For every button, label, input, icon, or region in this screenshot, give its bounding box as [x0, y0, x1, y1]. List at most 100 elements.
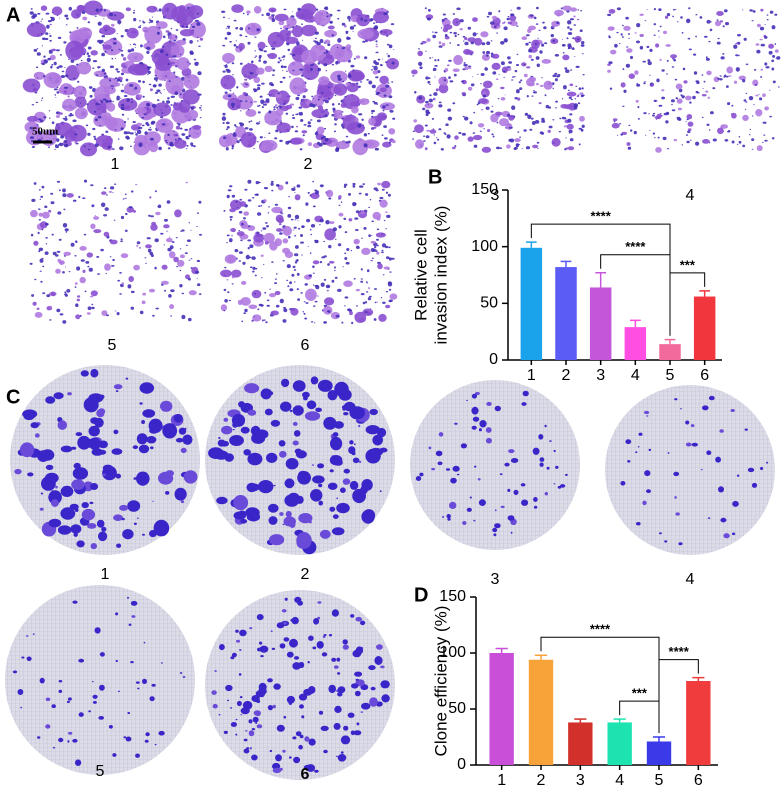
cell: [681, 144, 683, 146]
cell: [541, 119, 546, 123]
cell: [129, 145, 132, 147]
cell: [218, 134, 233, 148]
cell: [264, 222, 268, 224]
cell: [368, 234, 371, 238]
colony: [477, 478, 481, 481]
cell: [252, 270, 255, 273]
cell: [239, 62, 243, 65]
cell: [312, 205, 316, 208]
image-bg: [605, 5, 782, 153]
cell: [91, 303, 94, 306]
cell: [51, 121, 55, 124]
cell: [365, 140, 375, 147]
cell: [67, 95, 70, 98]
bar: [659, 344, 681, 360]
cell: [374, 301, 377, 304]
cell: [188, 290, 197, 296]
cell: [381, 188, 385, 191]
cell: [567, 89, 570, 92]
colony: [286, 651, 294, 658]
image-caption: 1: [111, 156, 120, 173]
cell: [437, 138, 440, 141]
cell: [49, 33, 51, 35]
cell: [581, 53, 584, 55]
cell: [432, 56, 434, 58]
cell: [51, 48, 57, 52]
cell: [238, 229, 240, 232]
colony: [685, 442, 692, 447]
scale-bar-label: 50um: [32, 126, 58, 138]
cell: [580, 128, 584, 132]
colony: [90, 543, 98, 550]
colony: [340, 487, 346, 494]
cell: [334, 123, 337, 126]
cell: [91, 204, 95, 208]
cell: [364, 56, 368, 60]
cell: [226, 234, 230, 237]
cell: [338, 212, 344, 217]
cell: [267, 54, 269, 56]
cell: [225, 121, 230, 125]
cell: [580, 44, 585, 47]
colony: [243, 449, 251, 456]
cell: [248, 27, 250, 30]
cell: [269, 241, 278, 251]
cell: [491, 62, 501, 70]
cell: [446, 64, 450, 67]
cell: [58, 238, 62, 241]
cell: [645, 134, 647, 136]
cell: [226, 25, 231, 28]
cell: [179, 29, 195, 37]
cell: [352, 182, 356, 186]
cell: [195, 270, 200, 274]
colony: [419, 472, 424, 477]
colony: [21, 656, 25, 659]
colony: [486, 401, 492, 406]
colony: [471, 393, 477, 399]
cell: [261, 319, 264, 322]
colony: [356, 722, 360, 726]
colony: [335, 755, 338, 757]
cell: [286, 264, 291, 269]
colony: [304, 736, 310, 742]
cell: [379, 196, 384, 200]
cell: [188, 317, 192, 322]
cell: [362, 308, 374, 316]
colony: [221, 425, 233, 435]
colony: [178, 427, 187, 435]
cell: [232, 133, 237, 137]
colony: [45, 724, 51, 729]
cell: [164, 289, 166, 292]
colony: [643, 410, 650, 415]
cell: [346, 82, 359, 93]
cell: [626, 48, 633, 53]
colony: [256, 699, 261, 704]
cell: [179, 127, 183, 130]
cell: [647, 61, 652, 66]
cell: [375, 232, 386, 238]
cell: [390, 23, 395, 26]
cell: [173, 133, 178, 137]
colony: [17, 689, 24, 695]
cell: [146, 50, 150, 55]
colony: [211, 690, 217, 695]
cell: [312, 98, 314, 99]
colony: [94, 627, 101, 634]
cell: [724, 139, 729, 142]
cell: [759, 97, 763, 101]
cell: [236, 231, 245, 237]
colony: [127, 712, 131, 714]
cell: [643, 82, 646, 85]
cell: [358, 192, 362, 195]
cell: [435, 88, 439, 92]
cell: [685, 134, 689, 136]
cell: [171, 241, 175, 243]
colony: [246, 482, 258, 493]
cell: [491, 133, 494, 136]
cell: [281, 213, 284, 215]
cell: [80, 59, 83, 62]
cell: [713, 76, 720, 83]
colony: [270, 630, 273, 633]
cell: [702, 88, 704, 89]
cell: [268, 7, 277, 13]
